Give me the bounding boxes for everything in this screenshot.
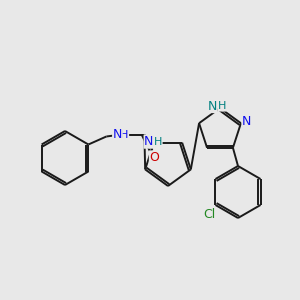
Text: N: N [242,115,252,128]
Text: N: N [144,135,154,148]
Text: Cl: Cl [203,208,216,221]
Text: H: H [154,136,162,147]
Text: H: H [218,101,226,111]
Text: N: N [113,128,122,141]
Text: H: H [120,130,129,140]
Text: N: N [207,100,217,112]
Text: O: O [149,151,159,164]
